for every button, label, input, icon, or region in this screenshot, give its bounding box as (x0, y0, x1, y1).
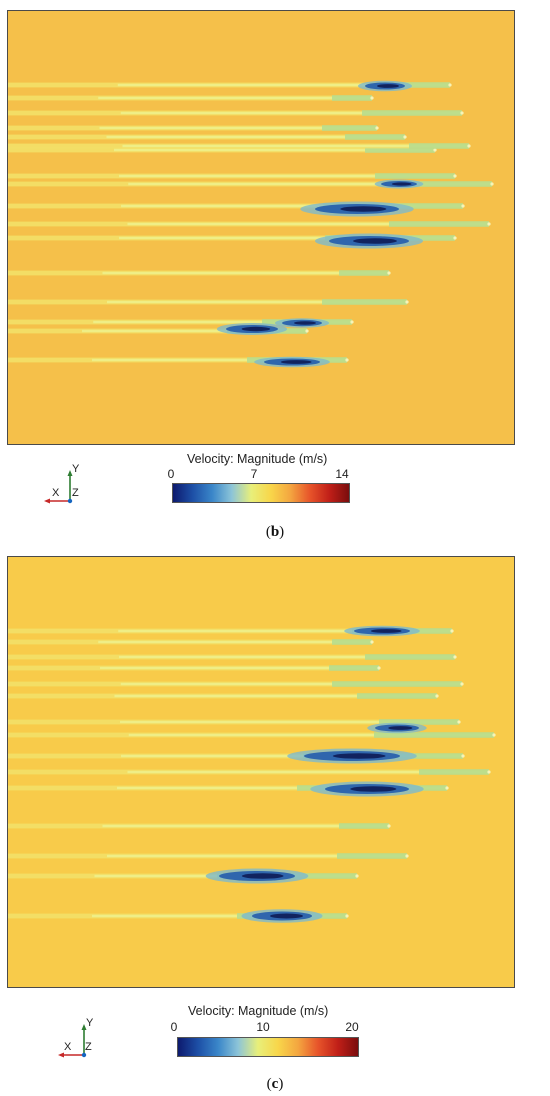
caption-letter-b: b (270, 524, 280, 540)
axis-label-z-b: Z (72, 487, 79, 499)
colorbar-tick-max-b: 14 (335, 467, 349, 481)
field-c-turbine-wake (7, 853, 409, 859)
field-c-turbine-wake (7, 732, 496, 738)
field-c-turbine-wake (7, 654, 457, 660)
caption-close-b: ) (279, 524, 285, 540)
field-b-turbine-wake (7, 110, 464, 116)
field-c-turbine-wake (7, 665, 381, 671)
xyz-axis-triad-icon (58, 1024, 87, 1058)
axis-triad-b (42, 462, 86, 506)
caption-open-c: ( (266, 1076, 272, 1092)
field-b-turbine-wake (7, 173, 457, 179)
field-b-turbine-wake (7, 147, 437, 153)
axis-label-z-c: Z (85, 1041, 92, 1053)
field-c-velocity-deficit (287, 748, 417, 764)
caption-b: (b) (266, 524, 284, 541)
velocity-field-b (7, 10, 515, 445)
field-b-turbine-wake (7, 134, 407, 140)
axis-label-x-b: X (52, 487, 60, 499)
field-c-velocity-deficit (205, 868, 309, 884)
field-c-turbine-wake (7, 639, 374, 645)
field-b-turbine-wake (7, 82, 452, 88)
field-b-velocity-deficit (254, 356, 330, 368)
field-b-turbine-wake (7, 95, 374, 101)
field-c-turbine-wake (7, 681, 464, 687)
velocity-field-c (7, 556, 515, 988)
field-b-turbine-wake (7, 181, 494, 187)
field-c-turbine-wake (7, 823, 391, 829)
velocity-field-image-b (7, 10, 515, 445)
colorbar-tick-min-b: 0 (167, 467, 175, 481)
field-b-turbine-wake (7, 125, 379, 131)
field-c-turbine-wake (7, 693, 439, 699)
field-b-turbine-wake (7, 221, 491, 227)
field-b-velocity-deficit (275, 318, 329, 328)
field-c-velocity-deficit (241, 909, 323, 923)
colorbar-title-c: Velocity: Magnitude (m/s) (188, 1004, 329, 1018)
colorbar-tick-max-c: 20 (345, 1020, 359, 1034)
velocity-field-image-c (7, 556, 515, 988)
field-c-turbine-wake (7, 769, 491, 775)
field-b-turbine-wake (7, 299, 409, 305)
field-b-turbine-wake (7, 143, 471, 149)
colorbar-tick-min-c: 0 (170, 1020, 178, 1034)
field-c-velocity-deficit (344, 625, 420, 637)
field-b-velocity-deficit (315, 233, 423, 249)
plot-frame-c (7, 556, 515, 988)
field-b-velocity-deficit (216, 323, 288, 335)
field-c-turbine-wake (7, 719, 461, 725)
xyz-axis-triad-icon (44, 470, 73, 504)
plot-frame-b (7, 10, 515, 445)
caption-close-c: ) (278, 1076, 284, 1092)
colorbar-title-b: Velocity: Magnitude (m/s) (187, 452, 328, 466)
colorbar-c (177, 1037, 359, 1057)
axis-label-y-c: Y (86, 1017, 94, 1029)
caption-open-b: ( (265, 524, 271, 540)
axis-triad-c (56, 1016, 100, 1060)
colorbar-tick-mid-b: 7 (250, 467, 258, 481)
field-b-turbine-wake (7, 270, 391, 276)
panel-c: Y X Z Velocity: Magnitude (m/s) 0 10 20 … (0, 548, 550, 1096)
axis-label-y-b: Y (72, 463, 80, 475)
caption-letter-c: c (271, 1076, 279, 1092)
axis-label-x-c: X (64, 1041, 72, 1053)
field-b-velocity-deficit (300, 201, 414, 217)
field-b-velocity-deficit (374, 179, 424, 189)
colorbar-b (172, 483, 350, 503)
colorbar-tick-mid-c: 10 (256, 1020, 270, 1034)
caption-c: (c) (267, 1076, 284, 1093)
field-c-velocity-deficit (310, 781, 424, 797)
field-c-velocity-deficit (367, 722, 427, 734)
field-b-velocity-deficit (358, 80, 412, 92)
panel-b: Y X Z Velocity: Magnitude (m/s) 0 7 14 (… (7, 10, 515, 541)
